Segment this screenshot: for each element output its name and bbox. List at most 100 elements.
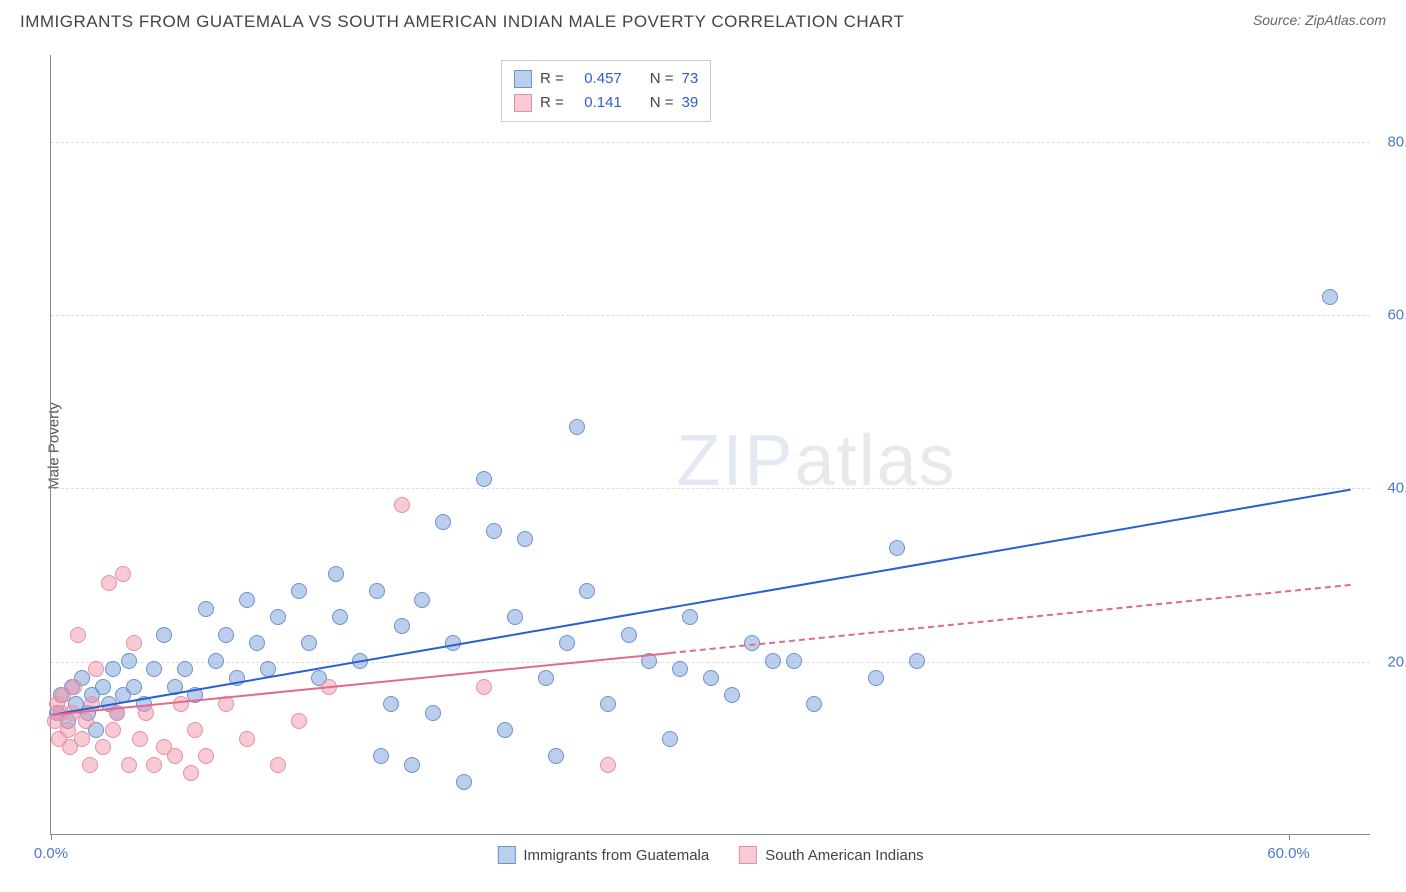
scatter-point	[486, 523, 502, 539]
scatter-point	[662, 731, 678, 747]
x-tick-label: 0.0%	[34, 845, 68, 862]
x-tick-mark	[1289, 834, 1290, 840]
scatter-point	[868, 670, 884, 686]
scatter-point	[121, 757, 137, 773]
scatter-point	[126, 635, 142, 651]
legend-row: R =0.141N =39	[514, 91, 698, 115]
scatter-point	[569, 419, 585, 435]
chart-source: Source: ZipAtlas.com	[1253, 12, 1386, 28]
y-tick-label: 20.0%	[1387, 653, 1406, 670]
scatter-point	[291, 583, 307, 599]
scatter-point	[239, 592, 255, 608]
scatter-point	[476, 471, 492, 487]
scatter-point	[394, 497, 410, 513]
r-value: 0.457	[572, 67, 622, 91]
scatter-point	[703, 670, 719, 686]
gridline	[51, 315, 1370, 316]
scatter-point	[95, 739, 111, 755]
scatter-point	[105, 722, 121, 738]
legend-label: Immigrants from Guatemala	[523, 847, 709, 864]
scatter-point	[70, 627, 86, 643]
scatter-point	[82, 757, 98, 773]
legend-swatch	[739, 846, 757, 864]
scatter-point	[682, 609, 698, 625]
scatter-point	[724, 687, 740, 703]
scatter-point	[121, 653, 137, 669]
scatter-point	[101, 575, 117, 591]
x-tick-mark	[51, 834, 52, 840]
legend-swatch	[514, 70, 532, 88]
gridline	[51, 488, 1370, 489]
scatter-point	[806, 696, 822, 712]
chart-header: IMMIGRANTS FROM GUATEMALA VS SOUTH AMERI…	[0, 0, 1406, 40]
scatter-point	[909, 653, 925, 669]
chart-title: IMMIGRANTS FROM GUATEMALA VS SOUTH AMERI…	[20, 12, 904, 32]
scatter-point	[548, 748, 564, 764]
scatter-point	[239, 731, 255, 747]
plot-area: ZIPatlas 20.0%40.0%60.0%80.0%0.0%60.0%R …	[50, 55, 1370, 835]
series-legend: Immigrants from Guatemala South American …	[497, 846, 923, 864]
scatter-point	[249, 635, 265, 651]
scatter-point	[456, 774, 472, 790]
trend-line	[670, 584, 1351, 654]
source-prefix: Source:	[1253, 12, 1305, 28]
scatter-point	[889, 540, 905, 556]
scatter-point	[208, 653, 224, 669]
scatter-point	[270, 757, 286, 773]
n-label: N =	[650, 91, 674, 115]
scatter-point	[332, 609, 348, 625]
scatter-point	[78, 713, 94, 729]
scatter-point	[115, 566, 131, 582]
scatter-point	[218, 627, 234, 643]
scatter-point	[394, 618, 410, 634]
scatter-point	[60, 722, 76, 738]
scatter-point	[132, 731, 148, 747]
scatter-point	[95, 679, 111, 695]
scatter-point	[167, 748, 183, 764]
scatter-point	[672, 661, 688, 677]
scatter-point	[497, 722, 513, 738]
n-label: N =	[650, 67, 674, 91]
scatter-point	[187, 722, 203, 738]
correlation-legend: R =0.457N =73R =0.141N =39	[501, 60, 711, 122]
y-tick-label: 80.0%	[1387, 133, 1406, 150]
scatter-point	[765, 653, 781, 669]
scatter-point	[126, 679, 142, 695]
y-tick-label: 60.0%	[1387, 307, 1406, 324]
n-value: 39	[682, 91, 699, 115]
y-tick-label: 40.0%	[1387, 480, 1406, 497]
scatter-point	[270, 609, 286, 625]
legend-swatch	[497, 846, 515, 864]
chart-container: ZIPatlas 20.0%40.0%60.0%80.0%0.0%60.0%R …	[50, 55, 1390, 835]
scatter-point	[373, 748, 389, 764]
scatter-point	[600, 696, 616, 712]
scatter-point	[383, 696, 399, 712]
scatter-point	[517, 531, 533, 547]
scatter-point	[507, 609, 523, 625]
gridline	[51, 142, 1370, 143]
source-name: ZipAtlas.com	[1305, 12, 1386, 28]
scatter-point	[600, 757, 616, 773]
gridline	[51, 662, 1370, 663]
legend-swatch	[514, 94, 532, 112]
scatter-point	[198, 748, 214, 764]
scatter-point	[291, 713, 307, 729]
scatter-point	[74, 731, 90, 747]
x-tick-label: 60.0%	[1267, 845, 1310, 862]
scatter-point	[476, 679, 492, 695]
r-label: R =	[540, 67, 564, 91]
scatter-point	[404, 757, 420, 773]
scatter-point	[425, 705, 441, 721]
scatter-point	[66, 679, 82, 695]
legend-item: Immigrants from Guatemala	[497, 846, 709, 864]
legend-label: South American Indians	[765, 847, 923, 864]
r-label: R =	[540, 91, 564, 115]
scatter-point	[435, 514, 451, 530]
scatter-point	[173, 696, 189, 712]
legend-row: R =0.457N =73	[514, 67, 698, 91]
scatter-point	[105, 661, 121, 677]
scatter-point	[1322, 289, 1338, 305]
scatter-point	[621, 627, 637, 643]
scatter-point	[183, 765, 199, 781]
scatter-point	[88, 661, 104, 677]
